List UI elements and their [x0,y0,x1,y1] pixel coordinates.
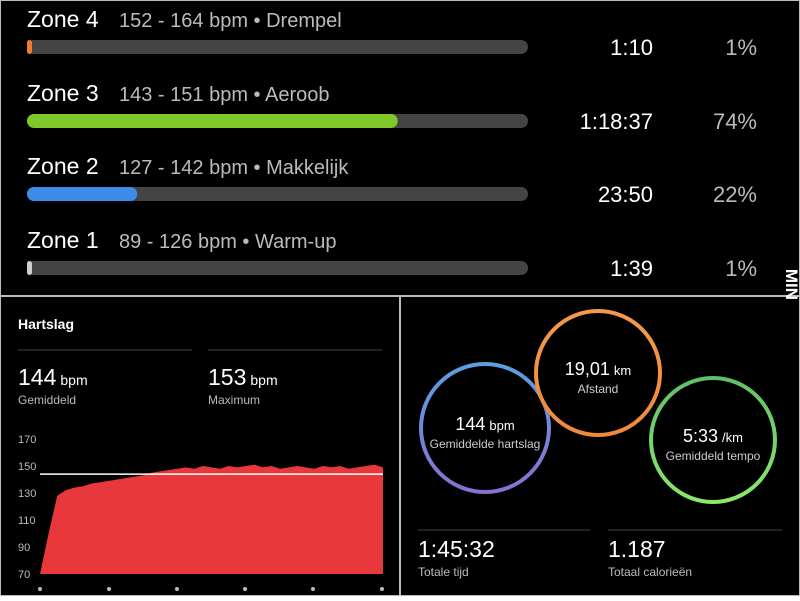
zone-range: 143 - 151 bpm • Aeroob [119,84,329,106]
x-dot [311,587,315,591]
total-label: Totaal calorieën [608,565,692,579]
y-tick-label: 90 [18,542,30,554]
ring [419,362,551,494]
stat-number: 153 [208,364,246,390]
zone-percent: 1% [725,35,757,60]
y-tick-label: 110 [18,515,36,527]
stat-label: Gemiddeld [18,393,76,407]
zone-track [27,261,528,275]
zone-percent: 1% [725,256,757,281]
y-tick-label: 150 [18,461,36,473]
zone-range: 127 - 142 bpm • Makkelijk [119,157,349,179]
stat-unit: bpm [60,372,87,388]
stat-value: 144 bpm [18,364,88,390]
ring-label: Afstand [578,382,619,396]
ring-label: Gemiddelde hartslag [430,437,541,451]
stat-value: 153 bpm [208,364,278,390]
ring-unit: bpm [489,418,514,433]
y-tick-label: 70 [18,569,30,581]
y-tick-label: 170 [18,434,36,446]
brand-logo: MIN [782,269,800,300]
stat-number: 144 [18,364,57,390]
stat-label: Maximum [208,393,260,407]
x-dot [380,587,384,591]
ring-value: 19,01 km [565,359,631,379]
zones: Zone 4 152 - 164 bpm • Drempel 1:10 1% Zone … [27,6,757,281]
zone-time: 1:10 [610,35,653,60]
zone-name: Zone 3 [27,80,99,106]
summary: 144 bpm Gemiddelde hartslag 19,01 km Afstand 5… [418,309,777,579]
zone-range: 152 - 164 bpm • Drempel [119,10,342,32]
heart-rate-area [40,464,383,574]
ring [649,376,777,504]
zone-percent: 22% [713,182,757,207]
zone-track [27,187,528,201]
zone-range: 89 - 126 bpm • Warm-up [119,231,336,253]
total-label: Totale tijd [418,565,469,579]
zone-time: 1:39 [610,256,653,281]
zone-bar [27,187,138,201]
ring-number: 144 [455,414,485,434]
ring [534,309,662,437]
ring-unit: /km [722,430,743,445]
y-tick-label: 130 [18,488,36,500]
ring-number: 19,01 [565,359,610,379]
ring-number: 5:33 [683,426,718,446]
stat-unit: bpm [250,372,277,388]
zone-bar [27,114,398,128]
zone-time: 23:50 [598,182,653,207]
x-dot [38,587,42,591]
x-dot [243,587,247,591]
zone-name: Zone 2 [27,153,99,179]
x-dot [107,587,111,591]
zone-track [27,40,528,54]
zone-bar [27,261,33,275]
zone-percent: 74% [713,109,757,134]
ring-label: Gemiddeld tempo [666,449,761,463]
ring-value: 5:33/km [683,426,743,446]
panel-title: Hartslag [18,316,74,332]
ring-value: 144 bpm [455,414,514,434]
zone-name: Zone 1 [27,227,99,253]
zone-time: 1:18:37 [580,109,653,134]
zone-bar [27,40,33,54]
ring-unit: km [614,363,631,378]
total-value: 1:45:32 [418,536,495,562]
total-value: 1.187 [608,536,666,562]
zone-name: Zone 4 [27,6,99,32]
x-dot [175,587,179,591]
